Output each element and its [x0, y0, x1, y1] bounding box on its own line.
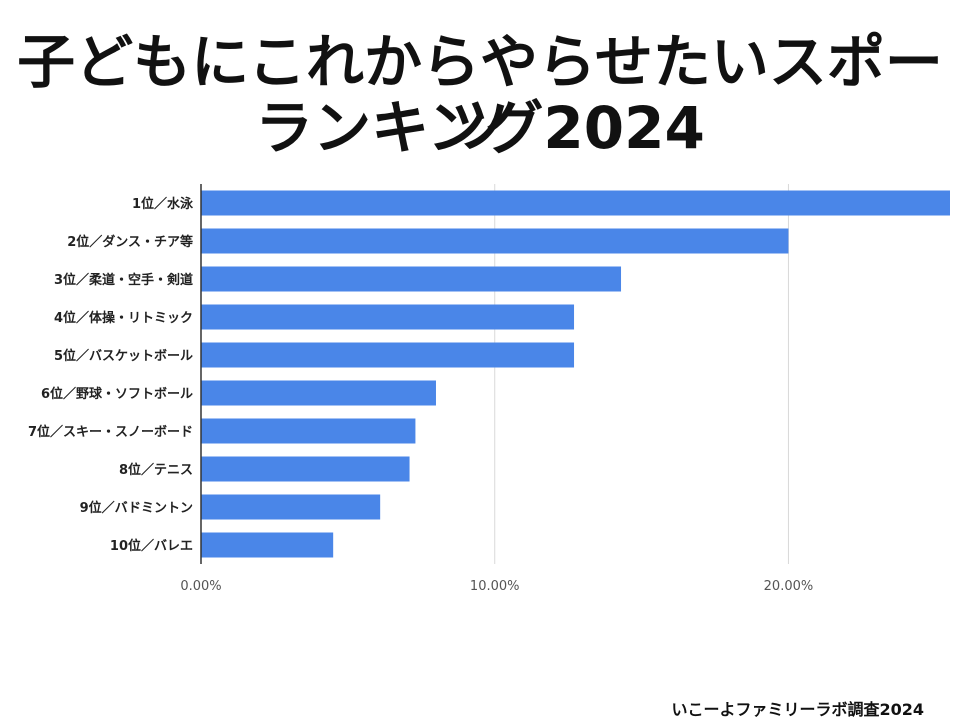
bar-7 — [201, 418, 416, 444]
bar-3 — [201, 266, 622, 292]
category-label-1: 1位／水泳 — [132, 196, 194, 212]
category-label-10: 10位／バレエ — [110, 538, 193, 554]
x-tick-label-2: 20.00% — [764, 579, 814, 594]
category-label-8: 8位／テニス — [119, 462, 193, 478]
bar-10 — [201, 532, 334, 558]
x-tick-label-1: 10.00% — [470, 579, 520, 594]
bar-4 — [201, 304, 575, 330]
category-label-6: 6位／野球・ソフトボール — [41, 386, 193, 402]
category-label-3: 3位／柔道・空手・剣道 — [54, 272, 193, 288]
chart-title-line-2: ランキング2024 — [255, 94, 705, 162]
category-label-9: 9位／バドミントン — [80, 500, 193, 516]
bar-6 — [201, 380, 436, 406]
bar-8 — [201, 456, 410, 482]
bar-1 — [201, 190, 950, 216]
bar-5 — [201, 342, 575, 368]
x-tick-label-0: 0.00% — [180, 579, 221, 594]
bar-9 — [201, 494, 381, 520]
category-label-5: 5位／バスケットボール — [54, 348, 193, 364]
bar-2 — [201, 228, 789, 254]
category-label-7: 7位／スキー・スノーボード — [28, 424, 193, 440]
source-credit: いこーよファミリーラボ調査2024 — [671, 700, 924, 719]
category-label-2: 2位／ダンス・チア等 — [67, 234, 193, 250]
category-label-4: 4位／体操・リトミック — [54, 310, 193, 326]
chart-title-line-1: 子どもにこれからやらせたいスポーツ — [17, 28, 943, 160]
